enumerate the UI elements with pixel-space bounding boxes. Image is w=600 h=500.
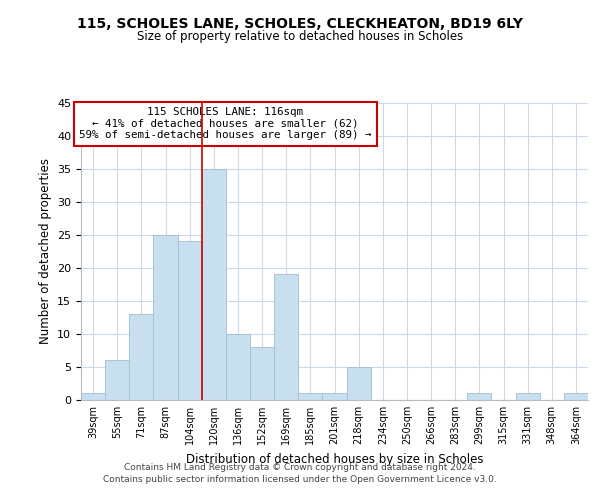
Bar [322, 394, 347, 400]
Bar [105, 360, 129, 400]
Bar [274, 274, 298, 400]
Bar [202, 168, 226, 400]
Text: Contains public sector information licensed under the Open Government Licence v3: Contains public sector information licen… [103, 475, 497, 484]
Bar [564, 394, 588, 400]
X-axis label: Distribution of detached houses by size in Scholes: Distribution of detached houses by size … [186, 452, 483, 466]
Bar [298, 394, 322, 400]
Bar [154, 234, 178, 400]
Bar [81, 394, 105, 400]
Bar [515, 394, 540, 400]
Bar [250, 347, 274, 400]
Bar [178, 242, 202, 400]
Bar [129, 314, 154, 400]
Text: 115 SCHOLES LANE: 116sqm
← 41% of detached houses are smaller (62)
59% of semi-d: 115 SCHOLES LANE: 116sqm ← 41% of detach… [79, 107, 372, 140]
Bar [347, 367, 371, 400]
Bar [226, 334, 250, 400]
Text: 115, SCHOLES LANE, SCHOLES, CLECKHEATON, BD19 6LY: 115, SCHOLES LANE, SCHOLES, CLECKHEATON,… [77, 18, 523, 32]
Bar [467, 394, 491, 400]
Y-axis label: Number of detached properties: Number of detached properties [38, 158, 52, 344]
Text: Contains HM Land Registry data © Crown copyright and database right 2024.: Contains HM Land Registry data © Crown c… [124, 462, 476, 471]
Text: Size of property relative to detached houses in Scholes: Size of property relative to detached ho… [137, 30, 463, 43]
